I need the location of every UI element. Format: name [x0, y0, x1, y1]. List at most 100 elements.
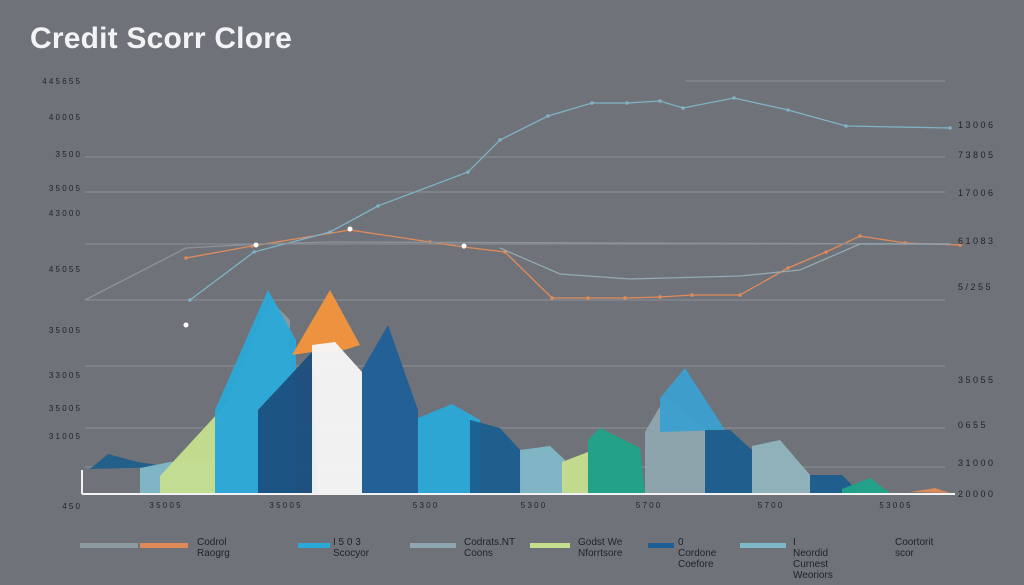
series-line — [185, 229, 961, 299]
y-right-tick-label: 5 / 2 5 5 — [958, 282, 991, 292]
line-series — [84, 96, 962, 328]
series-point — [658, 295, 662, 299]
y-right-tick-label: 7 3 8 0 5 — [958, 150, 993, 160]
x-tick-label: 3 5 0 0 5 — [149, 501, 181, 510]
x-tick-label: 5 3 0 0 5 — [879, 501, 911, 510]
legend: Codrol Raogrg I 5 0 3 Scocyor Codrats.NT C… — [0, 532, 1024, 581]
area-shape — [362, 325, 418, 493]
series-point — [550, 296, 554, 300]
legend-label: I Neordid Curnest Weoriors — [793, 537, 833, 581]
series-point — [466, 170, 470, 174]
area-shape — [910, 488, 950, 493]
series-point — [786, 108, 790, 112]
area-shape — [752, 440, 810, 493]
legend-swatch — [410, 543, 456, 548]
series-point — [250, 244, 254, 248]
legend-label: 0 Cordone Coefore — [678, 537, 717, 570]
series-point — [858, 234, 862, 238]
series-point — [546, 114, 550, 118]
area-shape — [312, 342, 362, 493]
y-right-tick-labels: 1 3 0 0 6 7 3 8 0 5 1 7 0 0 6 6 1 0 8 3 5 / … — [958, 120, 993, 499]
x-axis-line — [81, 470, 955, 495]
gridlines — [85, 80, 945, 468]
legend-label: I 5 0 3 Scocyor — [333, 537, 370, 559]
y-left-tick-labels: 4 4 5 6 5 5 4 0 0 0 5 3 5 0 0 3 5 0 0 5 4 3 … — [42, 77, 80, 511]
area-shape — [292, 290, 360, 355]
series-point — [376, 204, 380, 208]
series-line — [499, 243, 950, 280]
series-point — [732, 96, 736, 100]
highlight-point — [461, 243, 467, 249]
y-left-tick-label: 3 3 0 0 5 — [49, 371, 81, 380]
area-shape — [90, 454, 170, 469]
x-tick-labels: 3 5 0 0 5 3 5 0 0 5 5 3 0 0 5 3 0 0 5 7 0 0 5… — [149, 501, 911, 510]
series-point — [623, 296, 627, 300]
highlight-point — [183, 322, 189, 328]
legend-label: Godst We Nforrtsore — [578, 537, 623, 559]
series-point — [786, 266, 790, 270]
series-point — [958, 243, 962, 247]
x-tick-label: 5 3 0 0 — [521, 501, 546, 510]
series-line — [84, 241, 951, 301]
y-right-tick-label: 6 1 0 8 3 — [958, 236, 993, 246]
y-right-tick-label: 3 5 0 5 5 — [958, 375, 993, 385]
series-point — [658, 99, 662, 103]
legend-swatch — [648, 543, 674, 548]
y-right-tick-label: 1 3 0 0 6 — [958, 120, 993, 130]
x-tick-label: 5 7 0 0 — [758, 501, 783, 510]
series-point — [690, 293, 694, 297]
x-tick-label: 5 7 0 0 — [636, 501, 661, 510]
legend-label: Codrol Raogrg — [197, 537, 230, 559]
y-left-tick-label: 3 1 0 0 5 — [49, 432, 81, 441]
y-left-tick-label: 4 5 0 5 5 — [49, 265, 81, 274]
y-right-tick-label: 3 1 0 0 0 — [958, 458, 993, 468]
y-left-tick-label: 3 5 0 0 5 — [49, 326, 81, 335]
y-left-tick-label: 3 5 0 0 5 — [49, 184, 81, 193]
legend-swatch — [530, 543, 570, 548]
y-left-tick-label: 4 5 0 — [62, 502, 80, 511]
y-left-tick-label: 4 0 0 0 5 — [49, 113, 81, 122]
legend-label: Codrats.NT Coons — [464, 537, 516, 559]
series-point — [188, 298, 192, 302]
series-line — [189, 97, 951, 301]
y-right-tick-label: 0 6 5 5 — [958, 420, 986, 430]
y-left-tick-label: 4 3 0 0 0 — [49, 209, 81, 218]
series-point — [590, 101, 594, 105]
series-point — [681, 106, 685, 110]
legend-label: Coortorit scor — [895, 537, 934, 559]
x-tick-label: 3 5 0 0 5 — [269, 501, 301, 510]
area-shape — [842, 478, 890, 493]
y-left-tick-label: 3 5 0 0 — [56, 150, 81, 159]
area-shape — [258, 352, 318, 493]
y-right-tick-label: 1 7 0 0 6 — [958, 188, 993, 198]
area-shape — [588, 428, 645, 493]
series-point — [586, 296, 590, 300]
series-point — [824, 250, 828, 254]
series-point — [738, 293, 742, 297]
area-shape — [562, 452, 588, 493]
y-right-tick-label: 2 0 0 0 0 — [958, 489, 993, 499]
area-shape — [470, 420, 522, 493]
series-point — [625, 101, 629, 105]
chart-title: Credit Scorr Clore — [30, 22, 292, 55]
highlight-point — [253, 242, 259, 248]
y-left-tick-label: 3 5 0 0 5 — [49, 404, 81, 413]
area-shape — [705, 430, 752, 493]
legend-swatch — [80, 543, 138, 548]
legend-swatch — [740, 543, 786, 548]
legend-swatch — [298, 543, 330, 548]
area-series — [90, 290, 950, 493]
series-point — [184, 256, 188, 260]
area-shape — [418, 404, 480, 493]
legend-swatch — [140, 543, 188, 548]
series-point — [948, 126, 952, 130]
y-left-tick-label: 4 4 5 6 5 5 — [42, 77, 80, 86]
area-shape — [660, 368, 725, 432]
area-shape — [520, 446, 565, 493]
series-point — [328, 230, 332, 234]
series-point — [844, 124, 848, 128]
series-point — [252, 250, 256, 254]
highlight-point — [347, 226, 353, 232]
